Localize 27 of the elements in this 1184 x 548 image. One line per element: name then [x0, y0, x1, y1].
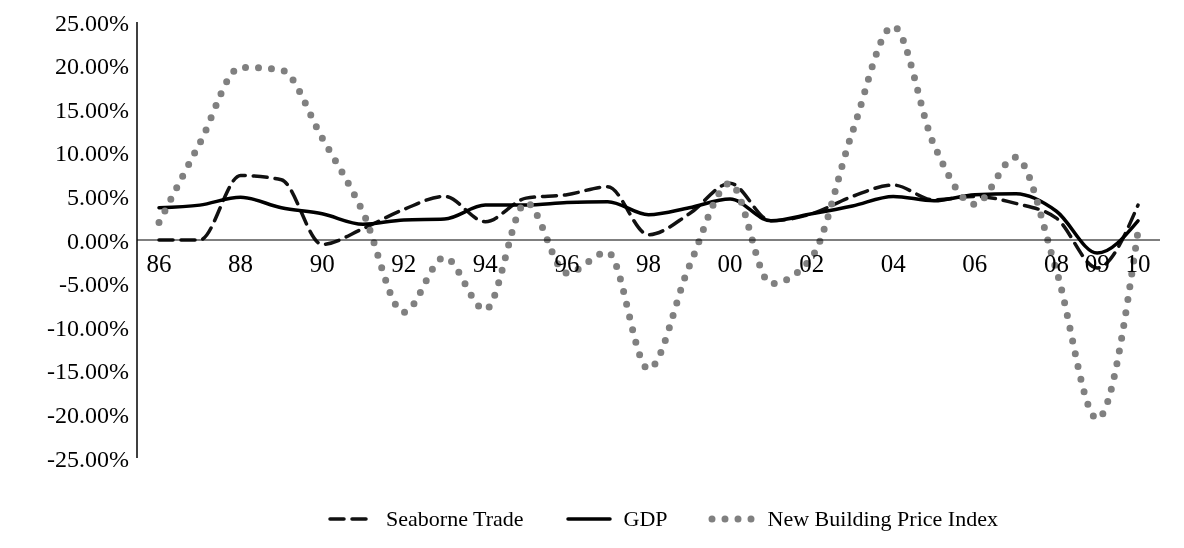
y-tick-label: -15.00%: [47, 358, 130, 385]
y-tick-label: -25.00%: [47, 445, 130, 472]
legend-label: New Building Price Index: [767, 506, 998, 532]
x-tick-label: 96: [554, 250, 580, 277]
y-tick-label: 10.00%: [55, 140, 129, 167]
x-tick-label: 02: [799, 250, 825, 277]
x-tick-label: 10: [1125, 250, 1151, 277]
legend-label: GDP: [623, 506, 668, 532]
y-tick-label: -5.00%: [59, 271, 130, 298]
x-tick-label: 90: [309, 250, 335, 277]
legend-label: Seaborne Trade: [386, 506, 524, 532]
y-tick-label: -10.00%: [47, 314, 130, 341]
x-tick-label: 00: [717, 250, 743, 277]
x-tick-label: 94: [472, 250, 499, 277]
y-tick-label: -20.00%: [47, 401, 130, 428]
y-tick-label: 20.00%: [55, 53, 129, 80]
x-tick-label: 04: [880, 250, 907, 277]
x-tick-label: 08: [1043, 250, 1069, 277]
y-tick-label: 15.00%: [55, 96, 129, 123]
x-tick-label: 92: [391, 250, 417, 277]
x-tick-label: 86: [146, 250, 172, 277]
x-tick-label: 88: [228, 250, 254, 277]
y-tick-label: 0.00%: [67, 227, 129, 254]
y-tick-label: 25.00%: [55, 9, 129, 36]
x-tick-label: 06: [962, 250, 988, 277]
y-tick-label: 5.00%: [67, 183, 129, 210]
x-tick-label: 98: [636, 250, 661, 277]
